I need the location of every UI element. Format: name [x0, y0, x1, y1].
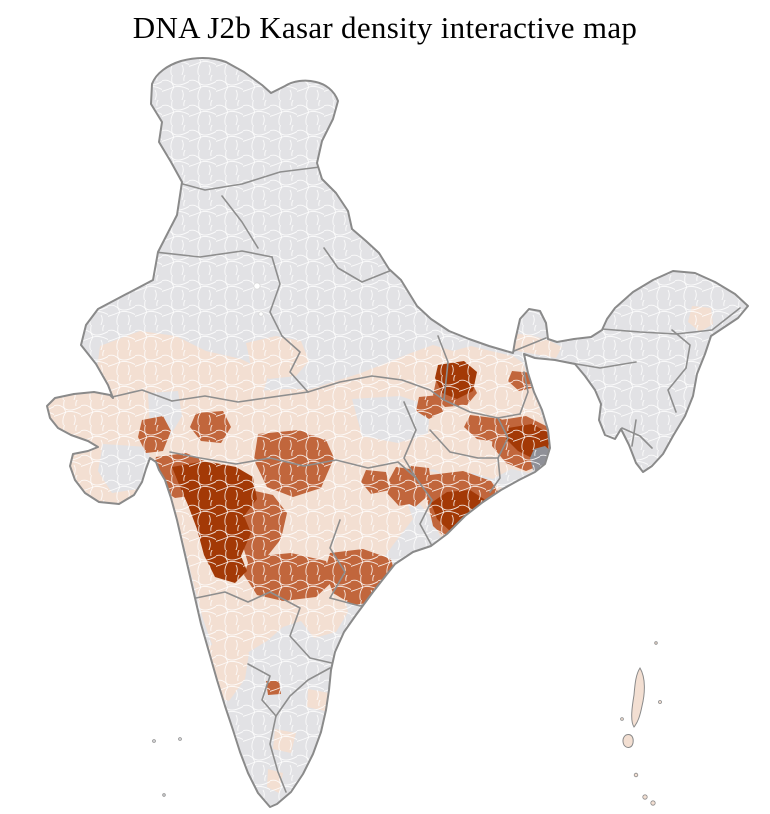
state-border-25 [513, 337, 547, 352]
island-dot-1[interactable] [654, 641, 658, 645]
island-dot-3[interactable] [620, 717, 624, 721]
state-border-15 [403, 401, 417, 479]
island-dot-4[interactable] [633, 772, 639, 778]
state-border-2 [323, 247, 393, 283]
state-border-1 [221, 195, 259, 249]
state-border-13 [429, 429, 499, 459]
state-border-16 [169, 451, 417, 479]
state-border-27 [564, 361, 637, 369]
state-border-9 [437, 335, 449, 401]
lakshadweep-dot-1[interactable] [152, 739, 156, 743]
state-border-20 [269, 591, 337, 665]
state-border-21 [247, 663, 277, 717]
enclave-district-0 [253, 282, 261, 290]
state-border-0 [167, 166, 321, 191]
nicobar-island-1[interactable] [642, 794, 648, 800]
state-border-7 [171, 391, 309, 403]
enclave-district-1 [258, 311, 264, 317]
state-border-3 [154, 250, 273, 258]
map-title: DNA J2b Kasar density interactive map [132, 10, 638, 45]
andaman-island-south[interactable] [622, 734, 634, 748]
state-border-19 [329, 519, 346, 599]
state-border-4 [269, 256, 283, 337]
state-border-23 [275, 667, 331, 717]
state-border-6 [111, 389, 173, 402]
country-outline [46, 57, 749, 808]
state-border-28 [671, 329, 691, 369]
lakshadweep-dot-2[interactable] [178, 737, 182, 741]
state-border-17 [415, 477, 433, 547]
state-border-18 [195, 591, 271, 603]
island-dot-2[interactable] [658, 700, 662, 704]
lakshadweep-dot-3[interactable] [162, 793, 166, 797]
state-border-30 [621, 427, 653, 449]
state-border-31 [631, 419, 637, 447]
andaman-island-north[interactable] [631, 667, 645, 728]
state-border-8 [307, 375, 445, 401]
state-border-10 [443, 399, 521, 419]
state-border-11 [519, 371, 529, 415]
state-border-5 [281, 335, 309, 393]
state-border-12 [497, 417, 509, 459]
state-border-14 [489, 457, 501, 493]
nicobar-island-2[interactable] [650, 800, 656, 806]
state-border-22 [269, 715, 287, 793]
state-border-29 [667, 367, 687, 413]
